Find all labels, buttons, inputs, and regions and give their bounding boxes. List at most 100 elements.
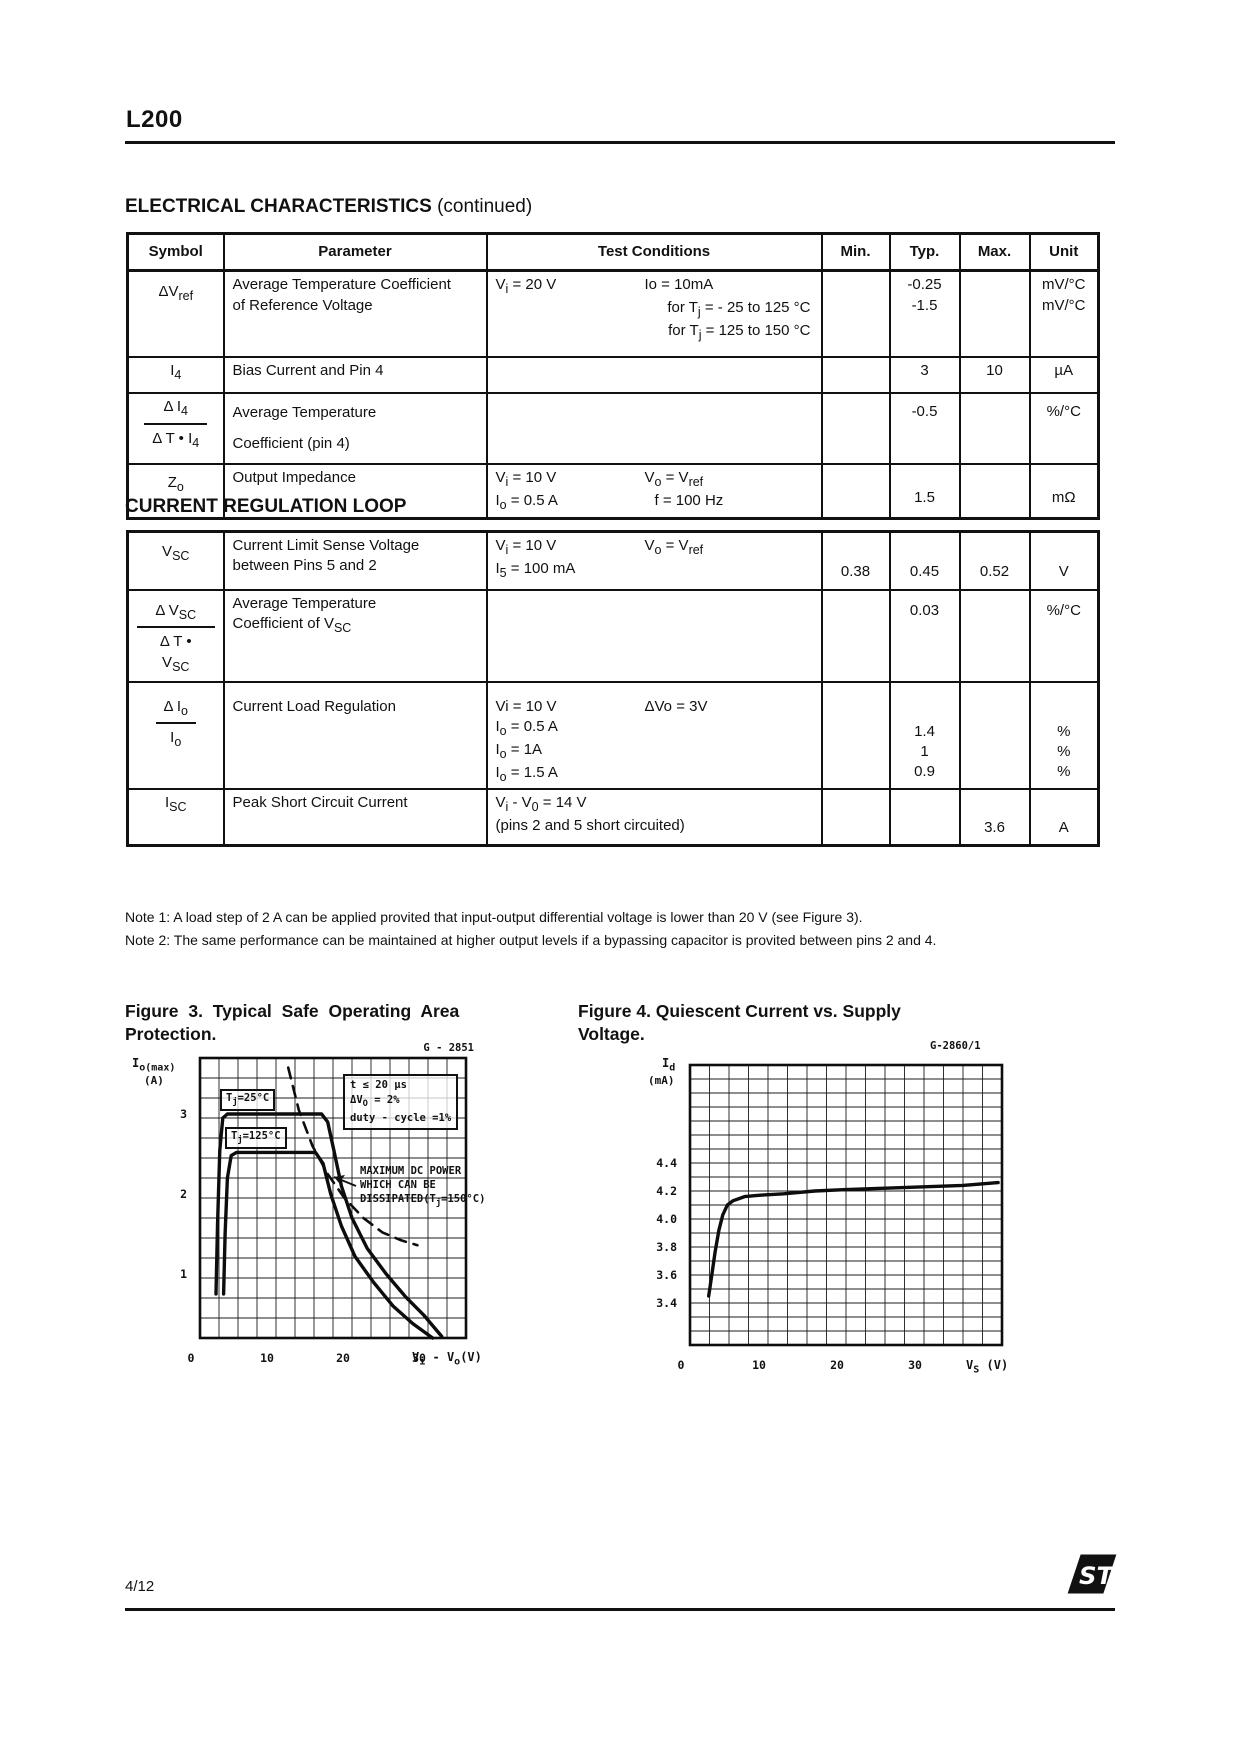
st-logo-shape [1067, 1554, 1117, 1594]
current-regulation-loop-table: VSC Current Limit Sense Voltage between … [126, 530, 1100, 847]
x-axis-label: VS (V) [966, 1358, 1009, 1376]
chart-series [221, 1150, 435, 1340]
chart-series [214, 1112, 444, 1339]
section-heading-electrical-characteristics: ELECTRICAL CHARACTERISTICS (continued) [125, 196, 532, 218]
unit-cell: A [1028, 788, 1100, 847]
conditions-cell [485, 588, 823, 683]
x-tick-label: 10 [260, 1351, 274, 1365]
max-cell: 0.52 [958, 530, 1031, 591]
conditions-cell [485, 355, 823, 394]
section-heading-suffix: (continued) [431, 196, 533, 217]
parameter-cell: Current Load Regulation [222, 680, 488, 791]
header-rule [125, 141, 1115, 144]
min-cell [820, 680, 891, 791]
plot-frame [688, 1063, 1004, 1347]
min-cell [820, 462, 891, 520]
col-header-typ: Typ. [888, 232, 961, 273]
symbol-cell: ISC [126, 788, 225, 847]
symbol-fraction: Δ I4 Δ T • I4 [144, 397, 208, 452]
col-header-symbol: Symbol [126, 232, 225, 273]
min-cell [820, 269, 891, 358]
col-header-min: Min. [820, 232, 891, 273]
chart-code: G - 2851 [423, 1042, 474, 1054]
plot-frame [198, 1056, 468, 1340]
max-cell [958, 462, 1031, 520]
max-dc-power-label: MAXIMUM DC POWER WHICH CAN BE DISSIPATED… [360, 1165, 486, 1209]
x-tick-label: 0 [188, 1351, 195, 1365]
parameter-cell: Current Limit Sense Voltage between Pins… [222, 530, 488, 591]
unit-cell: V [1028, 530, 1100, 591]
typ-cell: 0.03 [888, 588, 961, 683]
symbol-fraction: Δ VSC Δ T • VSC [137, 601, 215, 676]
conditions-cell: Vi = 20 V Io = 10mA for Tj = - 25 to 125 … [485, 269, 823, 358]
conditions-cell [485, 391, 823, 465]
electrical-characteristics-table: Symbol Parameter Test Conditions Min. Ty… [126, 232, 1100, 520]
y-tick-label: 1 [180, 1267, 187, 1281]
parameter-cell: Average Temperature Coefficient (pin 4) [222, 391, 488, 465]
unit-cell: %/°C [1028, 588, 1100, 683]
symbol-cell: Δ Io Io [126, 680, 225, 791]
y-tick-label: 3.6 [656, 1268, 677, 1282]
typ-cell: -0.25 -1.5 [888, 269, 961, 358]
parameter-cell: Bias Current and Pin 4 [222, 355, 488, 394]
section-heading-bold: ELECTRICAL CHARACTERISTICS [125, 196, 432, 217]
typ-cell: 1.4 1 0.9 [888, 680, 961, 791]
max-cell [958, 391, 1031, 465]
col-header-max: Max. [958, 232, 1031, 273]
curve-label-tj125: Tj=125°C [225, 1127, 287, 1150]
max-cell: 3.6 [958, 788, 1031, 847]
symbol-cell: Zo [126, 462, 225, 520]
min-cell: 0.38 [820, 530, 891, 591]
conditions-cell: Vi = 10 V Vo = Vref I5 = 100 mA [485, 530, 823, 591]
col-header-unit: Unit [1028, 232, 1100, 273]
y-tick-label: 3.4 [656, 1296, 677, 1310]
quiescent-current-chart: 0 10 20 30 3.4 3.6 3.8 4.0 4.2 4.4 [656, 1063, 1004, 1372]
typ-cell: -0.5 [888, 391, 961, 465]
table-row: Δ I4 Δ T • I4 Average Temperature Coeffic… [126, 391, 1100, 465]
table-header-row: Symbol Parameter Test Conditions Min. Ty… [126, 232, 1100, 273]
table-row: ΔVref Average Temperature Coefficient of… [126, 269, 1100, 358]
table-row: Δ Io Io Current Load Regulation Vi = 10 V… [126, 680, 1100, 791]
annotation-arrow-head [334, 1175, 345, 1183]
symbol-cell: ΔVref [126, 269, 225, 358]
col-header-test-conditions: Test Conditions [485, 232, 823, 273]
min-cell [820, 588, 891, 683]
conditions-cell: Vi = 10 V ΔVo = 3V Io = 0.5 A Io = 1A Io … [485, 680, 823, 791]
st-logo-text: ST [1079, 1561, 1116, 1590]
figure4-title: Figure 4. Quiescent Current vs. Supply V… [578, 1001, 901, 1044]
x-tick-label: 20 [830, 1358, 844, 1372]
curve-label-tj25: Tj=25°C [220, 1089, 276, 1112]
y-axis-unit: (A) [144, 1074, 164, 1087]
y-tick-label: 4.0 [656, 1212, 677, 1226]
symbol-cell: VSC [126, 530, 225, 591]
y-tick-label: 4.2 [656, 1184, 677, 1198]
max-cell [958, 269, 1031, 358]
min-cell [820, 391, 891, 465]
footnotes: Note 1: A load step of 2 A can be applie… [125, 906, 936, 952]
min-cell [820, 355, 891, 394]
table-row: Zo Output Impedance Vi = 10 V Vo = Vref I… [126, 462, 1100, 520]
parameter-cell: Peak Short Circuit Current [222, 788, 488, 847]
conditions-cell: Vi - V0 = 14 V (pins 2 and 5 short circu… [485, 788, 823, 847]
x-tick-label: 30 [908, 1358, 922, 1372]
min-cell [820, 788, 891, 847]
st-logo: ST [1067, 1554, 1117, 1594]
parameter-cell: Average Temperature Coefficient of Refer… [222, 269, 488, 358]
soa-figure: 0 10 20 30 1 2 3 G - 2851 Io(max) (A) Vi - Vo(… [128, 1042, 485, 1378]
unit-cell: µA [1028, 355, 1100, 394]
footer-rule [125, 1608, 1115, 1611]
chart-series [286, 1066, 419, 1247]
typ-cell [888, 788, 961, 847]
typ-cell: 3 [888, 355, 961, 394]
table-row: VSC Current Limit Sense Voltage between … [126, 530, 1100, 591]
symbol-cell: Δ VSC Δ T • VSC [126, 588, 225, 683]
col-header-parameter: Parameter [222, 232, 488, 273]
unit-cell: % % % [1028, 680, 1100, 791]
parameter-cell: Output Impedance [222, 462, 488, 520]
table-row: I4 Bias Current and Pin 4 3 10 µA [126, 355, 1100, 394]
page-number: 4/12 [125, 1578, 155, 1595]
unit-cell: mV/°C mV/°C [1028, 269, 1100, 358]
section-heading-current-regulation-loop: CURRENT REGULATION LOOP [125, 496, 407, 517]
